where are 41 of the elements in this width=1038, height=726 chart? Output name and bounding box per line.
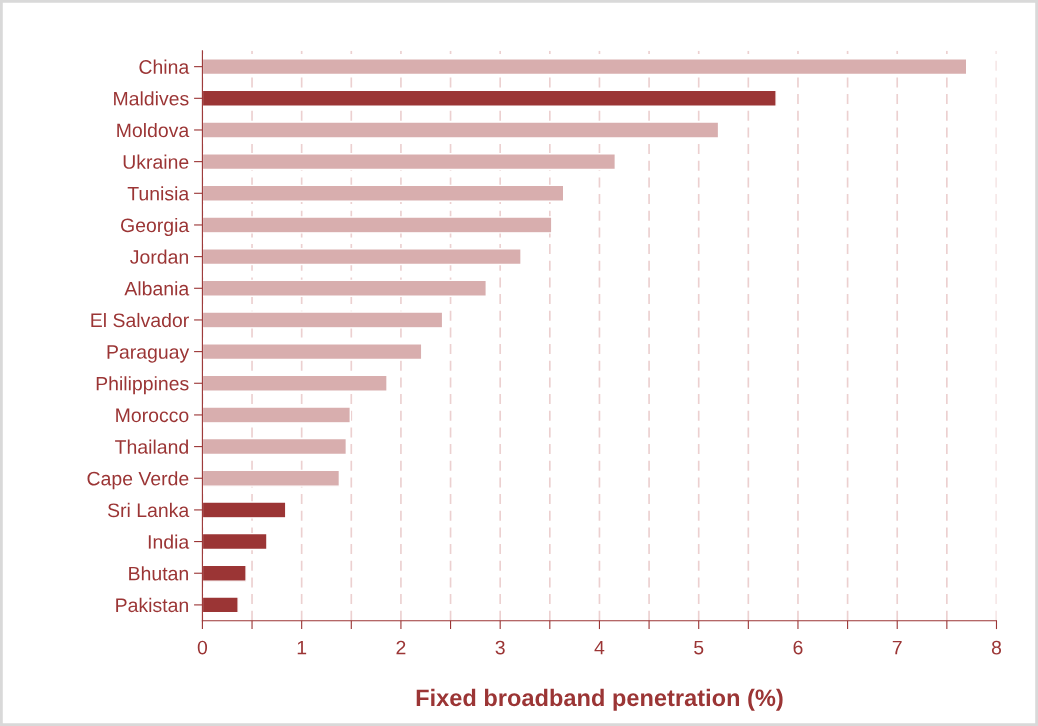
y-tick-label: Maldives bbox=[114, 91, 189, 106]
y-tick-label: Georgia bbox=[121, 217, 190, 237]
x-tick-label: 6 bbox=[793, 640, 803, 655]
y-tick-label: Ukraine bbox=[123, 154, 189, 169]
bar bbox=[202, 216, 553, 234]
bar bbox=[202, 279, 487, 297]
bar bbox=[202, 342, 423, 361]
bar bbox=[202, 406, 352, 424]
bar bbox=[202, 437, 348, 456]
bar bbox=[202, 374, 388, 392]
y-tick-label: El Salvador bbox=[91, 312, 189, 328]
bar bbox=[202, 58, 968, 76]
y-tick-label: Jordan bbox=[130, 249, 188, 264]
bar bbox=[202, 184, 565, 202]
y-tick-label: China bbox=[139, 59, 190, 74]
x-tick-label: 5 bbox=[694, 640, 704, 655]
y-tick-label: Pakistan bbox=[116, 597, 188, 613]
y-tick-label: India bbox=[148, 534, 190, 549]
bar bbox=[202, 248, 522, 266]
y-tick-label: Paraguay bbox=[107, 345, 190, 363]
y-tick-label: Albania bbox=[124, 281, 190, 296]
y-tick-label: Moldova bbox=[117, 122, 190, 138]
y-tick-label: Thailand bbox=[115, 439, 188, 454]
bar bbox=[202, 311, 444, 329]
x-tick-label: 0 bbox=[197, 640, 208, 655]
y-tick-label: Morocco bbox=[116, 408, 189, 423]
bar bbox=[202, 153, 617, 171]
y-tick-label: Philippines bbox=[96, 376, 189, 395]
x-tick-label: 2 bbox=[396, 640, 406, 655]
x-tick-label: 4 bbox=[594, 640, 605, 655]
x-tick-label: 8 bbox=[991, 640, 1002, 655]
x-tick-label: 7 bbox=[892, 640, 902, 655]
x-tick-label: 1 bbox=[297, 640, 307, 655]
y-tick-label: Sri Lanka bbox=[107, 502, 190, 518]
bar bbox=[202, 469, 341, 487]
y-tick-label: Bhutan bbox=[129, 566, 188, 581]
bar bbox=[202, 121, 720, 139]
x-tick-label: 3 bbox=[495, 640, 505, 655]
x-axis-title: Fixed broadband penetration (%) bbox=[416, 688, 783, 711]
y-tick-label: Cape Verde bbox=[87, 471, 189, 490]
y-tick-label: Tunisia bbox=[127, 186, 190, 201]
